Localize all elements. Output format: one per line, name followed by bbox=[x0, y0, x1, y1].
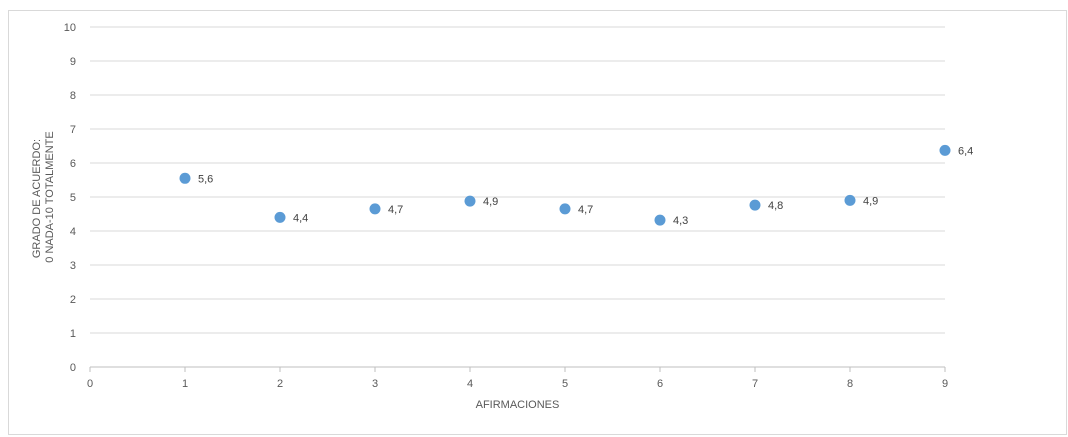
data-label: 5,6 bbox=[198, 173, 213, 185]
chart-frame bbox=[8, 10, 1067, 435]
y-tick-label: 2 bbox=[70, 294, 76, 306]
data-point bbox=[654, 214, 666, 226]
x-axis-title: AFIRMACIONES bbox=[476, 399, 560, 411]
x-axis-ticks: 0 1 2 3 4 5 6 7 8 9 bbox=[87, 367, 948, 390]
data-label: 4,7 bbox=[388, 204, 403, 216]
data-label: 4,3 bbox=[673, 215, 688, 227]
y-tick-label: 9 bbox=[70, 56, 76, 68]
data-point bbox=[179, 172, 191, 184]
data-point bbox=[369, 203, 381, 215]
data-label: 4,8 bbox=[768, 200, 783, 212]
data-point bbox=[749, 199, 761, 211]
data-labels: 5,6 4,4 4,7 4,9 4,7 4,3 4,8 4,9 6,4 bbox=[198, 145, 973, 227]
data-label: 4,7 bbox=[578, 204, 593, 216]
y-tick-label: 6 bbox=[70, 158, 76, 170]
y-tick-label: 1 bbox=[70, 328, 76, 340]
data-label: 4,9 bbox=[863, 195, 878, 207]
x-tick-label: 4 bbox=[467, 378, 473, 390]
data-label: 4,9 bbox=[483, 196, 498, 208]
y-axis-title-line-1: GRADO DE ACUERDO: bbox=[31, 139, 43, 258]
data-point bbox=[274, 211, 286, 223]
y-tick-label: 3 bbox=[70, 260, 76, 272]
data-point bbox=[464, 195, 476, 207]
data-label: 6,4 bbox=[958, 145, 973, 157]
x-tick-label: 2 bbox=[277, 378, 283, 390]
x-tick-label: 9 bbox=[942, 378, 948, 390]
y-tick-label: 8 bbox=[70, 90, 76, 102]
data-point bbox=[844, 194, 856, 206]
y-tick-label: 7 bbox=[70, 124, 76, 136]
y-tick-label: 5 bbox=[70, 192, 76, 204]
data-label: 4,4 bbox=[293, 212, 308, 224]
x-tick-label: 5 bbox=[562, 378, 568, 390]
y-tick-label: 0 bbox=[70, 362, 76, 374]
data-point bbox=[559, 203, 571, 215]
gridlines bbox=[90, 26, 945, 334]
x-tick-label: 6 bbox=[657, 378, 663, 390]
x-tick-label: 8 bbox=[847, 378, 853, 390]
x-tick-label: 1 bbox=[182, 378, 188, 390]
x-tick-label: 7 bbox=[752, 378, 758, 390]
y-axis-title: GRADO DE ACUERDO: 0 NADA-10 TOTALMENTE bbox=[31, 131, 56, 262]
y-axis-ticks: 0 1 2 3 4 5 6 7 8 9 10 bbox=[64, 22, 76, 374]
y-tick-label: 10 bbox=[64, 22, 76, 34]
x-tick-label: 0 bbox=[87, 378, 93, 390]
x-tick-label: 3 bbox=[372, 378, 378, 390]
data-points bbox=[179, 144, 951, 226]
y-tick-label: 4 bbox=[70, 226, 76, 238]
y-axis-title-line-2: 0 NADA-10 TOTALMENTE bbox=[44, 131, 56, 262]
data-point bbox=[939, 144, 951, 156]
